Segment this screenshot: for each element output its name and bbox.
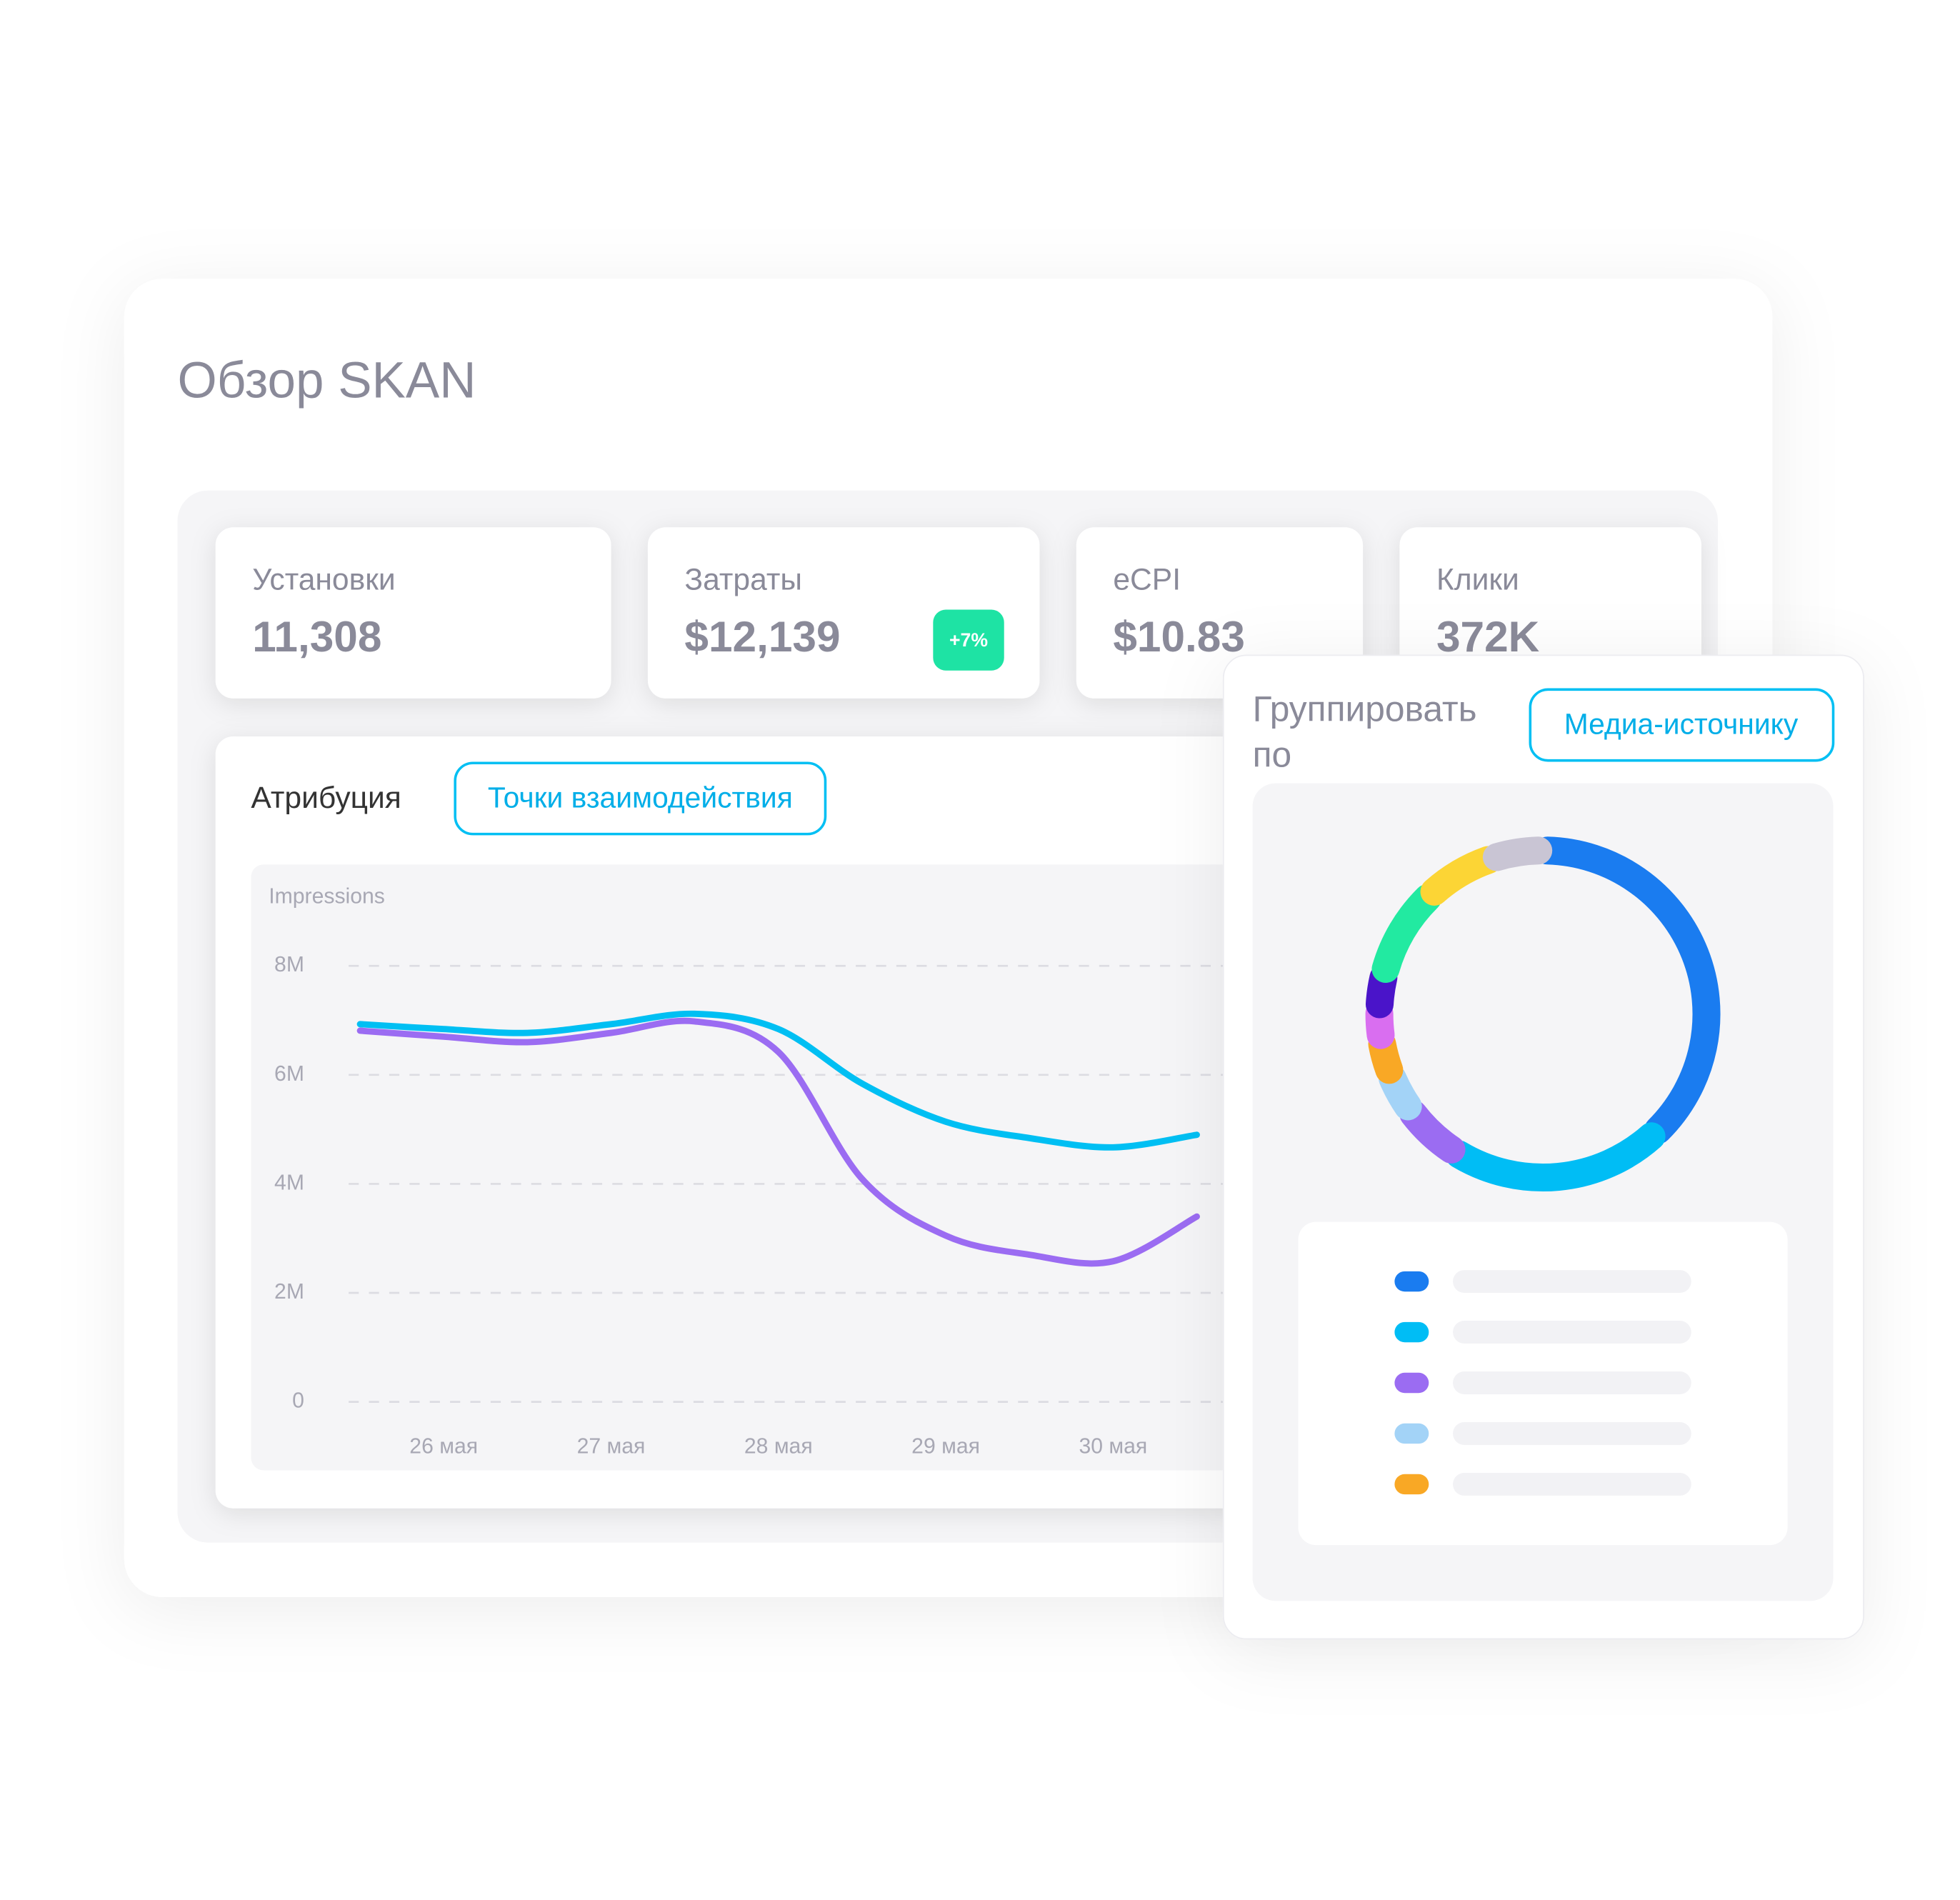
tab-button-text[interactable]: Точки взаимодействия — [488, 781, 793, 814]
donut-segment — [1482, 836, 1553, 871]
donut-segment — [1533, 836, 1721, 1144]
kpi-value: 372K — [1436, 612, 1539, 661]
kpi-badge-text: +7% — [949, 629, 988, 651]
y-tick-label: 2M — [274, 1280, 304, 1304]
series-line — [356, 1010, 1200, 1151]
legend-placeholder — [1453, 1270, 1691, 1294]
attribution-label: Атрибуция — [251, 781, 401, 815]
kpi-label: eCPI — [1113, 563, 1181, 597]
kpi-label: Затраты — [684, 563, 802, 597]
kpi-value: $12,139 — [684, 612, 840, 661]
donut-segment — [1445, 1122, 1666, 1192]
y-axis-label: Impressions — [269, 884, 385, 908]
kpi-badge — [933, 609, 1004, 671]
legend-swatch — [1394, 1321, 1429, 1343]
y-tick-label: 8M — [274, 953, 304, 976]
legend-swatch — [1394, 1271, 1429, 1292]
x-tick-label: 28 мая — [744, 1434, 813, 1458]
kpi-value: $10.83 — [1113, 612, 1245, 661]
donut-segment — [1371, 884, 1442, 984]
page-title: Обзор SKAN — [177, 352, 476, 409]
y-tick-label: 6M — [274, 1062, 304, 1086]
group-button[interactable] — [1529, 688, 1835, 762]
kpi-label: Установки — [252, 563, 395, 597]
y-tick-label: 0 — [292, 1389, 304, 1413]
group-label: Группировать по — [1252, 689, 1477, 775]
line-chart: 0 2M 4M 6M 8M 26 мая 27 мая 28 мая 29 мая 30 мая — [274, 953, 1224, 1458]
x-tick-label: 27 мая — [577, 1434, 646, 1458]
kpi-value: 11,308 — [252, 612, 381, 661]
y-tick-label: 4M — [274, 1171, 304, 1194]
legend-placeholder — [1453, 1472, 1691, 1496]
kpi-card — [215, 527, 611, 699]
tab-button[interactable] — [454, 761, 827, 836]
legend-swatch — [1394, 1474, 1429, 1495]
group-label-box: Группировать по — [1252, 689, 1477, 775]
x-tick-label: 30 мая — [1079, 1434, 1147, 1458]
kpi-label: Клики — [1436, 563, 1519, 597]
x-tick-label: 26 мая — [409, 1434, 478, 1458]
legend-swatch — [1394, 1423, 1429, 1444]
group-button-text[interactable]: Медиа-источнику — [1564, 708, 1799, 741]
legend-placeholder — [1453, 1422, 1691, 1445]
x-tick-label: 29 мая — [911, 1434, 980, 1458]
donut-chart — [1365, 836, 1721, 1496]
legend-swatch — [1394, 1372, 1429, 1394]
legend-placeholder — [1453, 1321, 1691, 1344]
legend-placeholder — [1453, 1371, 1691, 1394]
series-line — [356, 1017, 1200, 1267]
